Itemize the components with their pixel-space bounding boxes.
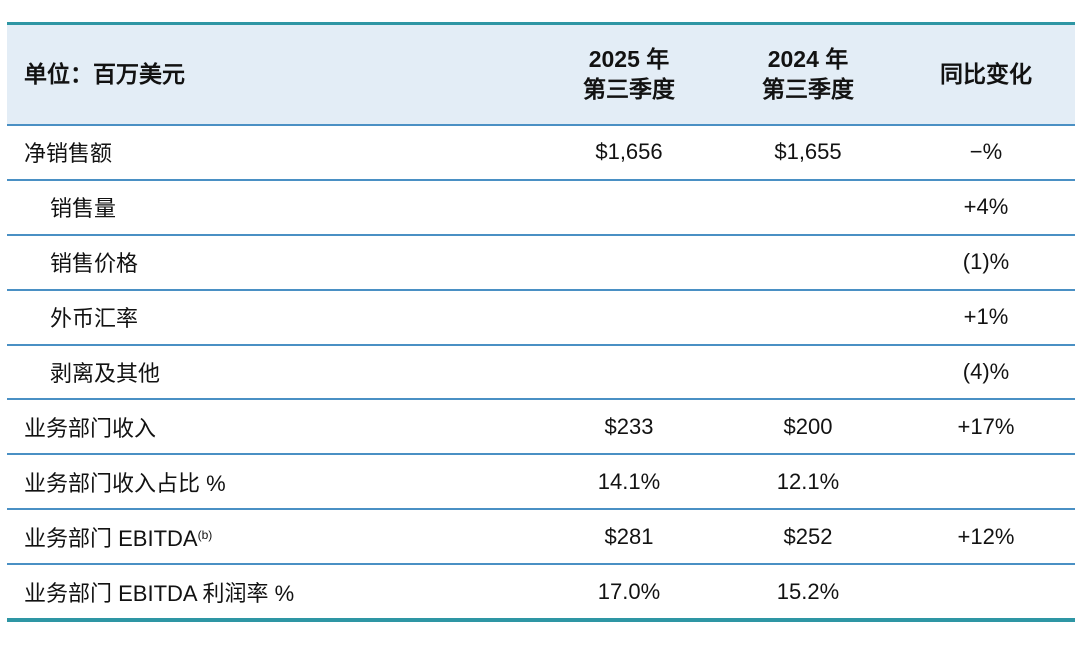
column-header-2025-q3: 2025 年 第三季度 <box>539 45 719 104</box>
value-2025-q3: $233 <box>604 413 654 439</box>
value-2024-q3: 12.1% <box>776 468 840 494</box>
value-2025-q3: 14.1% <box>597 468 661 494</box>
value-2025-q3: $1,656 <box>595 139 663 165</box>
value-2025-q3: $281 <box>604 523 654 549</box>
value-2024-q3: $1,655 <box>774 139 842 165</box>
value-yoy-change: +4% <box>963 194 1009 220</box>
value-2025-q3: 17.0% <box>597 578 661 604</box>
value-yoy-change: +17% <box>957 413 1015 439</box>
value-yoy-change: −% <box>969 139 1003 165</box>
column-header-2024-line1: 2024 年 <box>767 46 849 73</box>
row-label: 业务部门收入占比 % <box>24 470 226 496</box>
value-2024-q3: 15.2% <box>776 578 840 604</box>
column-header-2025-line1: 2025 年 <box>588 46 670 73</box>
row-label: 业务部门收入 <box>24 415 157 441</box>
table-row-sales-volume: 销售量 +4% <box>7 180 1075 236</box>
column-header-2024-line2: 第三季度 <box>762 75 854 102</box>
table-row-foreign-currency: 外币汇率 +1% <box>7 290 1075 346</box>
table-row-segment-ebitda: 业务部门 EBITDA(b) $281 $252 +12% <box>7 510 1075 566</box>
column-header-yoy-change: 同比变化 <box>940 60 1032 87</box>
row-label: 业务部门 EBITDA(b) <box>7 521 539 553</box>
row-label: 业务部门 EBITDA 利润率 % <box>24 580 295 606</box>
row-label: 净销售额 <box>24 141 113 167</box>
column-header-2025-line2: 第三季度 <box>583 75 675 102</box>
value-2024-q3: $200 <box>783 413 833 439</box>
value-yoy-change: (4)% <box>962 359 1010 384</box>
row-label: 销售价格 <box>50 251 139 277</box>
table-row-divestitures-other: 剥离及其他 (4)% <box>7 345 1075 401</box>
row-label: 销售量 <box>50 196 117 222</box>
value-yoy-change: (1)% <box>962 249 1010 275</box>
table-header-row: 单位：百万美元 2025 年 第三季度 2024 年 第三季度 同比变化 <box>7 25 1075 126</box>
value-yoy-change: +1% <box>963 304 1009 330</box>
value-2024-q3: $252 <box>783 523 833 549</box>
unit-label: 单位：百万美元 <box>24 60 185 87</box>
value-yoy-change: +12% <box>957 523 1015 549</box>
table-row-segment-ebitda-margin: 业务部门 EBITDA 利润率 % 17.0% 15.2% <box>7 565 1075 619</box>
row-label-text: 业务部门 EBITDA <box>24 525 198 551</box>
table-row-net-sales: 净销售额 $1,656 $1,655 −% <box>7 126 1075 181</box>
column-header-2024-q3: 2024 年 第三季度 <box>719 45 897 104</box>
table-row-segment-income: 业务部门收入 $233 $200 +17% <box>7 400 1075 456</box>
table-row-sales-price: 销售价格 (1)% <box>7 235 1075 291</box>
financial-results-table: 单位：百万美元 2025 年 第三季度 2024 年 第三季度 同比变化 净销售… <box>7 22 1075 623</box>
row-label: 剥离及其他 <box>50 361 161 386</box>
table-row-segment-income-margin: 业务部门收入占比 % 14.1% 12.1% <box>7 455 1075 511</box>
footnote-marker-b: (b) <box>197 527 213 542</box>
row-label: 外币汇率 <box>50 306 139 332</box>
